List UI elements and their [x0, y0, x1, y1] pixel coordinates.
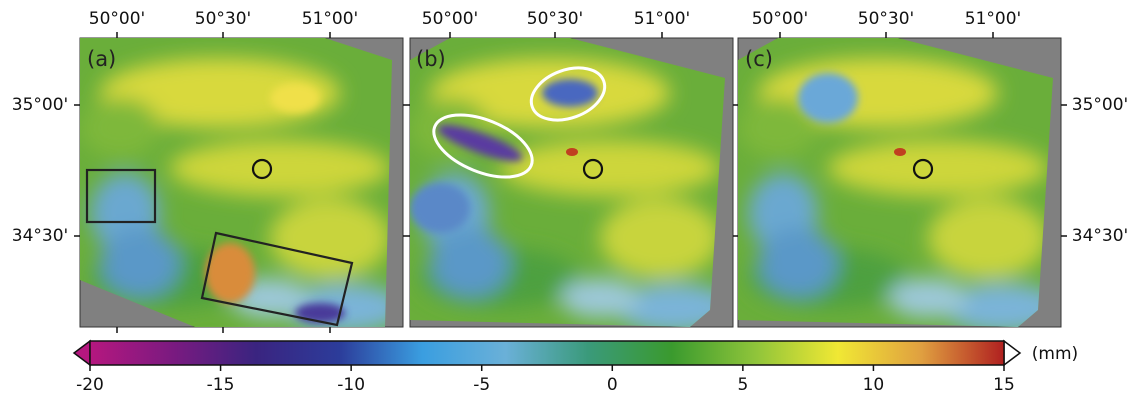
lat-label: 34°30'	[1072, 226, 1128, 246]
colorbar-tick-label: 0	[607, 375, 618, 395]
lat-label: 34°30'	[12, 226, 68, 246]
lon-label: 50°30'	[527, 9, 583, 29]
figure: (a) (b) (c) 50°00' 50°30' 51°00' 50°00' …	[0, 0, 1136, 401]
lon-label: 50°30'	[858, 9, 914, 29]
colorbar-tick-label: -20	[76, 375, 104, 395]
panel-label: (b)	[416, 47, 446, 71]
lat-label: 35°00'	[12, 95, 68, 115]
colorbar-tick-label: -10	[337, 375, 365, 395]
colorbar-tick-label: 10	[863, 375, 885, 395]
map-b	[410, 38, 735, 333]
map-c	[738, 38, 1063, 333]
colorbar-max-extension	[1004, 341, 1020, 365]
colorbar-tick-label: -15	[207, 375, 235, 395]
map-a	[80, 38, 405, 333]
panel-label: (c)	[745, 47, 773, 71]
panel-label: (a)	[87, 47, 116, 71]
lon-label: 51°00'	[302, 9, 358, 29]
colorbar-bar	[90, 341, 1004, 365]
lat-label: 35°00'	[1072, 95, 1128, 115]
lon-label: 50°00'	[89, 9, 145, 29]
colorbar-tick-label: 15	[993, 375, 1015, 395]
lon-label: 51°00'	[965, 9, 1021, 29]
lon-label: 50°00'	[752, 9, 808, 29]
colorbar-min-extension	[74, 341, 90, 365]
colorbar-tick-label: 5	[737, 375, 748, 395]
colorbar-unit: (mm)	[1032, 344, 1078, 364]
lon-label: 51°00'	[634, 9, 690, 29]
colorbar-tick-label: -5	[473, 375, 490, 395]
colorbar: -20 -15 -10 -5 0 5 10 15	[74, 341, 1020, 395]
lon-label: 50°00'	[422, 9, 478, 29]
lon-label: 50°30'	[195, 9, 251, 29]
